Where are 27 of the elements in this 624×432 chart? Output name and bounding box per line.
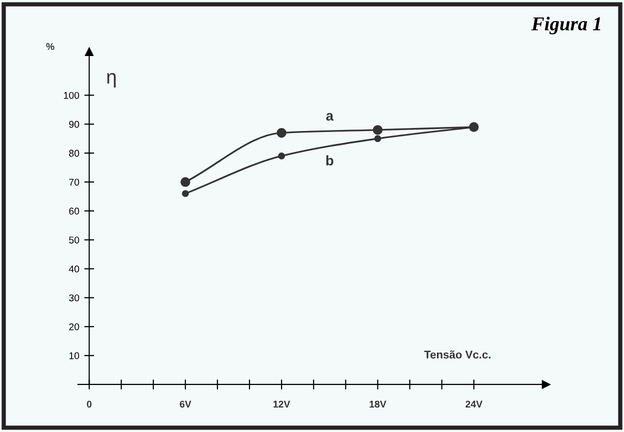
y-tick-label: 90 [69, 120, 80, 128]
series-label: b [326, 155, 334, 166]
y-tick-label: 20 [69, 323, 80, 330]
y-tick-label: 50 [69, 236, 80, 244]
y-tick-label: 10 [69, 352, 80, 360]
point [276, 128, 286, 138]
y-tick-label: 80 [69, 150, 80, 157]
series-label: a [326, 113, 334, 121]
x-tick-label: 12V [274, 400, 290, 408]
y-tick-label: 100 [64, 92, 80, 99]
chart-title: Figura 1 [531, 16, 600, 34]
point [374, 135, 382, 142]
point [182, 190, 189, 198]
y-tick-label: 30 [69, 294, 80, 302]
annotation: η [107, 73, 116, 88]
x-axis-title: Tensão Vc.c. [424, 350, 490, 359]
point [278, 152, 286, 160]
x-tick-label: 6V [180, 400, 192, 408]
point [372, 125, 383, 135]
y-tick-label: 60 [69, 208, 80, 215]
y-axis-title: % [46, 43, 54, 50]
x-tick-label: 18V [370, 400, 386, 408]
y-tick-label: 70 [69, 178, 80, 186]
y-tick-label: 40 [68, 266, 80, 272]
point [180, 177, 190, 187]
x-tick-label: 0 [86, 400, 92, 408]
x-tick-label: 24V [466, 400, 482, 408]
